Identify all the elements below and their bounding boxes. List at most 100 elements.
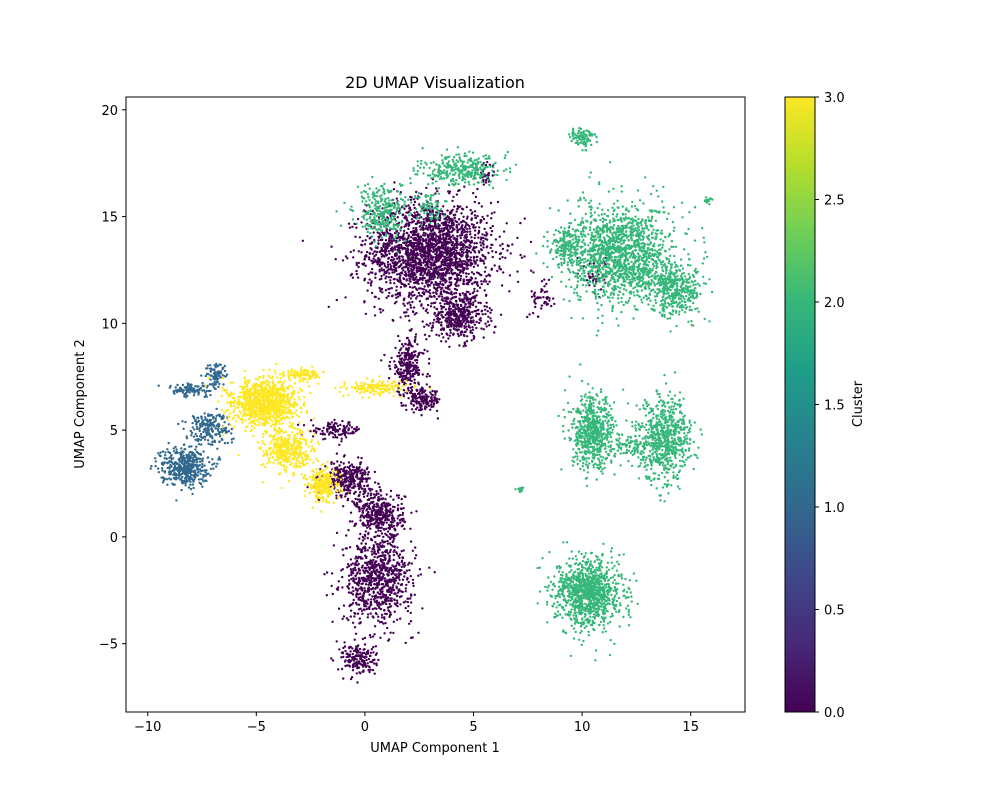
scatter-point xyxy=(415,276,418,279)
scatter-point xyxy=(460,212,463,215)
scatter-point xyxy=(414,297,418,300)
scatter-point xyxy=(452,261,455,264)
scatter-point xyxy=(446,296,449,299)
scatter-point xyxy=(355,226,358,229)
scatter-point xyxy=(398,360,401,364)
scatter-point xyxy=(343,641,346,644)
scatter-point xyxy=(411,278,415,281)
scatter-point xyxy=(347,574,351,577)
scatter-point xyxy=(384,239,388,242)
scatter-point xyxy=(361,660,364,663)
scatter-point xyxy=(407,271,410,274)
scatter-point xyxy=(361,637,365,641)
scatter-point xyxy=(414,359,417,362)
scatter-point xyxy=(451,208,454,212)
scatter-point xyxy=(435,307,438,311)
scatter-point xyxy=(354,497,357,501)
scatter-point xyxy=(437,269,440,272)
scatter-point xyxy=(342,481,345,484)
scatter-point xyxy=(435,287,438,291)
scatter-point xyxy=(390,591,393,595)
scatter-point xyxy=(361,262,364,266)
scatter-point xyxy=(414,350,417,353)
scatter-point xyxy=(410,270,414,274)
scatter-point xyxy=(368,258,371,261)
scatter-point xyxy=(440,332,444,335)
scatter-point xyxy=(441,282,444,286)
scatter-point xyxy=(363,603,366,606)
scatter-point xyxy=(367,471,370,474)
scatter-point xyxy=(157,471,160,474)
scatter-point xyxy=(449,331,452,334)
scatter-point xyxy=(355,658,358,661)
scatter-point xyxy=(420,192,423,195)
scatter-point xyxy=(430,403,433,406)
scatter-point xyxy=(424,407,427,411)
scatter-point xyxy=(465,248,469,252)
scatter-point xyxy=(418,300,422,303)
scatter-point xyxy=(406,351,409,354)
scatter-point xyxy=(452,327,455,330)
scatter-point xyxy=(425,274,429,277)
scatter-point xyxy=(410,236,413,239)
scatter-point xyxy=(387,561,390,565)
scatter-point xyxy=(337,433,341,436)
scatter-point xyxy=(414,241,418,245)
scatter-point xyxy=(435,283,438,286)
scatter-point xyxy=(379,529,382,533)
scatter-point xyxy=(470,223,474,226)
scatter-point xyxy=(397,221,401,224)
scatter-point xyxy=(409,195,412,199)
scatter-point xyxy=(461,269,465,273)
scatter-point xyxy=(454,220,457,223)
scatter-point xyxy=(365,508,369,511)
scatter-point xyxy=(347,421,350,424)
scatter-point xyxy=(352,579,355,582)
scatter-point xyxy=(411,582,415,585)
scatter-point xyxy=(360,474,364,477)
scatter-point xyxy=(407,364,410,367)
scatter-point xyxy=(409,280,412,283)
scatter-point xyxy=(424,289,428,292)
scatter-point xyxy=(357,598,360,601)
scatter-point xyxy=(435,243,438,247)
scatter-point xyxy=(391,518,394,522)
scatter-point xyxy=(406,248,410,251)
scatter-point xyxy=(430,326,433,330)
scatter-point xyxy=(433,275,436,279)
scatter-point xyxy=(335,640,338,643)
scatter-point xyxy=(408,319,411,322)
scatter-point xyxy=(392,188,396,191)
scatter-point xyxy=(369,242,372,245)
scatter-point xyxy=(330,245,333,248)
scatter-point xyxy=(449,265,452,268)
scatter-point xyxy=(481,215,484,219)
scatter-point xyxy=(344,547,347,550)
scatter-point xyxy=(478,251,481,254)
scatter-point xyxy=(408,371,411,374)
scatter-point xyxy=(390,573,393,576)
scatter-point xyxy=(472,272,476,276)
scatter-point xyxy=(350,477,354,481)
scatter-point xyxy=(345,436,348,439)
scatter-point xyxy=(404,587,407,590)
scatter-point xyxy=(454,258,458,261)
scatter-point xyxy=(399,286,403,289)
scatter-point xyxy=(355,593,358,597)
scatter-point xyxy=(359,472,362,475)
scatter-point xyxy=(430,229,433,233)
scatter-point xyxy=(444,216,448,219)
scatter-point xyxy=(378,261,382,264)
scatter-point xyxy=(449,249,452,253)
scatter-point xyxy=(367,505,370,508)
scatter-point xyxy=(423,333,427,336)
scatter-point xyxy=(369,494,372,497)
scatter-point xyxy=(416,355,419,359)
scatter-point xyxy=(373,305,376,309)
scatter-point xyxy=(498,257,502,260)
scatter-point xyxy=(435,239,438,242)
scatter-point xyxy=(451,234,455,237)
scatter-point xyxy=(411,290,414,294)
scatter-point xyxy=(312,424,315,427)
scatter-point xyxy=(438,283,441,286)
